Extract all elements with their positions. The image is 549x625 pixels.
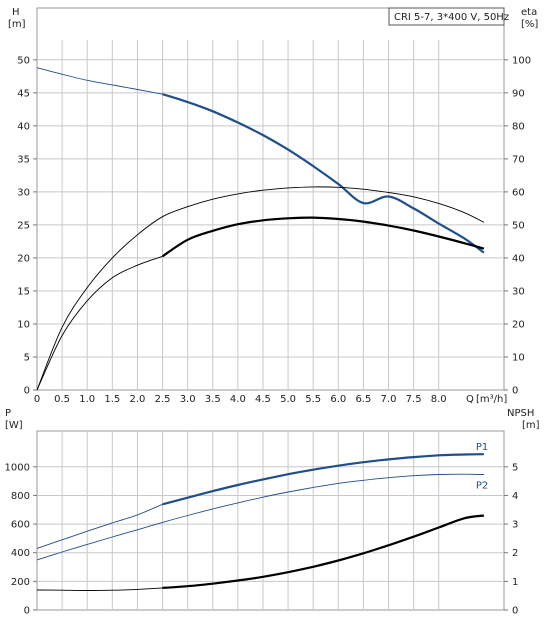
left-tick-label: 400 <box>11 548 30 559</box>
x-tick-label: 5.0 <box>280 394 296 405</box>
left-tick-label: 0 <box>24 386 30 397</box>
series-0-0-thin <box>36 67 163 95</box>
x-tick-label: 0.5 <box>54 394 70 405</box>
right-tick-label: 5 <box>512 462 518 473</box>
top-grid <box>37 40 504 390</box>
right-axis-name-NPSH: NPSH <box>507 408 534 419</box>
x-tick-label: 6.0 <box>330 394 346 405</box>
bottom-grid <box>37 431 504 610</box>
legend-text: CRI 5-7, 3*400 V, 50Hz <box>394 12 509 23</box>
top-series <box>36 67 485 391</box>
bottom-right-tick-labels: 0 1 2 3 4 5 <box>504 462 518 617</box>
x-axis-unit: [m³/h] <box>476 394 507 405</box>
x-tick-label: 7.0 <box>381 394 397 405</box>
power-npsh-panel: P1 P2 0 200 400 600 800 1000 0 1 2 3 4 5 P [W] NPSH… <box>5 408 540 617</box>
legend-box <box>388 7 505 26</box>
left-axis-unit-W: [W] <box>5 420 23 431</box>
right-tick-label: 1 <box>512 577 518 588</box>
series-0-1-thin <box>36 186 485 391</box>
series-1-0-thin <box>36 503 163 549</box>
x-tick-label: 3.0 <box>180 394 196 405</box>
right-tick-label: 30 <box>512 286 525 297</box>
right-tick-label: 70 <box>512 154 525 165</box>
top-left-tick-labels: 0 5 10 15 20 25 30 35 40 45 50 <box>17 55 37 397</box>
series-1-2-thick <box>162 514 485 589</box>
left-tick-label: 200 <box>11 577 30 588</box>
bottom-plot-frame <box>36 430 505 611</box>
series-0-0-thick <box>162 93 485 254</box>
right-tick-label: 100 <box>512 55 531 66</box>
x-axis-name-Q: Q <box>466 394 474 405</box>
x-tick-label: 4.0 <box>230 394 246 405</box>
left-tick-label: 5 <box>24 352 30 363</box>
left-tick-label: 800 <box>11 491 30 502</box>
left-tick-label: 15 <box>17 286 30 297</box>
bottom-left-tick-labels: 0 200 400 600 800 1000 <box>5 462 37 617</box>
x-tick-label: 6.5 <box>355 394 371 405</box>
series-1-2-thin <box>36 587 163 591</box>
bottom-series: P1 P2 <box>36 442 488 591</box>
left-tick-label: 1000 <box>5 462 30 473</box>
right-axis-name-eta: eta <box>521 7 537 18</box>
left-tick-label: 600 <box>11 520 30 531</box>
right-tick-label: 0 <box>512 386 518 397</box>
series-1-0-thick <box>162 453 484 506</box>
x-tick-label: 0 <box>34 394 40 405</box>
right-tick-label: 20 <box>512 319 525 330</box>
top-plot-frame <box>36 7 505 391</box>
x-tick-label: 8.0 <box>431 394 447 405</box>
x-tick-label: 2.0 <box>129 394 145 405</box>
left-axis-name-H: H <box>12 7 20 18</box>
x-tick-label: 5.5 <box>305 394 321 405</box>
x-tick-label: 7.5 <box>406 394 422 405</box>
series-1-1-thin <box>36 473 484 561</box>
left-tick-label: 40 <box>17 121 30 132</box>
left-tick-label: 10 <box>17 319 30 330</box>
x-tick-label: 3.5 <box>205 394 221 405</box>
left-tick-label: 20 <box>17 253 30 264</box>
right-tick-label: 4 <box>512 491 518 502</box>
x-tick-label: 1.0 <box>79 394 95 405</box>
left-tick-label: 30 <box>17 187 30 198</box>
left-tick-label: 25 <box>17 220 30 231</box>
right-axis-unit-percent: [%] <box>521 19 538 30</box>
left-tick-label: 35 <box>17 154 30 165</box>
right-tick-label: 40 <box>512 253 525 264</box>
series-0-2-thick <box>161 216 485 258</box>
right-tick-label: 0 <box>512 606 518 617</box>
left-tick-label: 0 <box>24 606 30 617</box>
left-axis-name-P: P <box>5 408 11 419</box>
right-tick-label: 3 <box>512 520 518 531</box>
right-tick-label: 10 <box>512 352 525 363</box>
right-tick-label: 2 <box>512 548 518 559</box>
right-tick-label: 80 <box>512 121 525 132</box>
top-right-tick-labels: 0 10 20 30 40 50 60 70 80 90 100 <box>504 55 531 397</box>
x-tick-labels: 0 0.5 1.0 1.5 2.0 2.5 3.0 3.5 4.0 4.5 5.0 5.5 6.0 6.5… <box>34 394 447 405</box>
left-tick-label: 45 <box>17 88 30 99</box>
left-axis-unit-m: [m] <box>8 19 26 30</box>
series-0-2-thin <box>36 255 163 391</box>
x-tick-label: 4.5 <box>255 394 271 405</box>
x-tick-label: 2.5 <box>155 394 171 405</box>
right-axis-unit-m: [m] <box>522 420 540 431</box>
x-tick-label: 1.5 <box>104 394 120 405</box>
series-label-P2: P2 <box>476 481 488 492</box>
head-efficiency-panel: 0 5 10 15 20 25 30 35 40 45 50 0 10 20 30 40 50 60 70 80 90… <box>8 7 538 405</box>
left-tick-label: 50 <box>17 55 30 66</box>
series-label-P1: P1 <box>476 442 488 453</box>
right-tick-label: 60 <box>512 187 525 198</box>
right-tick-label: 50 <box>512 220 525 231</box>
right-tick-label: 90 <box>512 88 525 99</box>
